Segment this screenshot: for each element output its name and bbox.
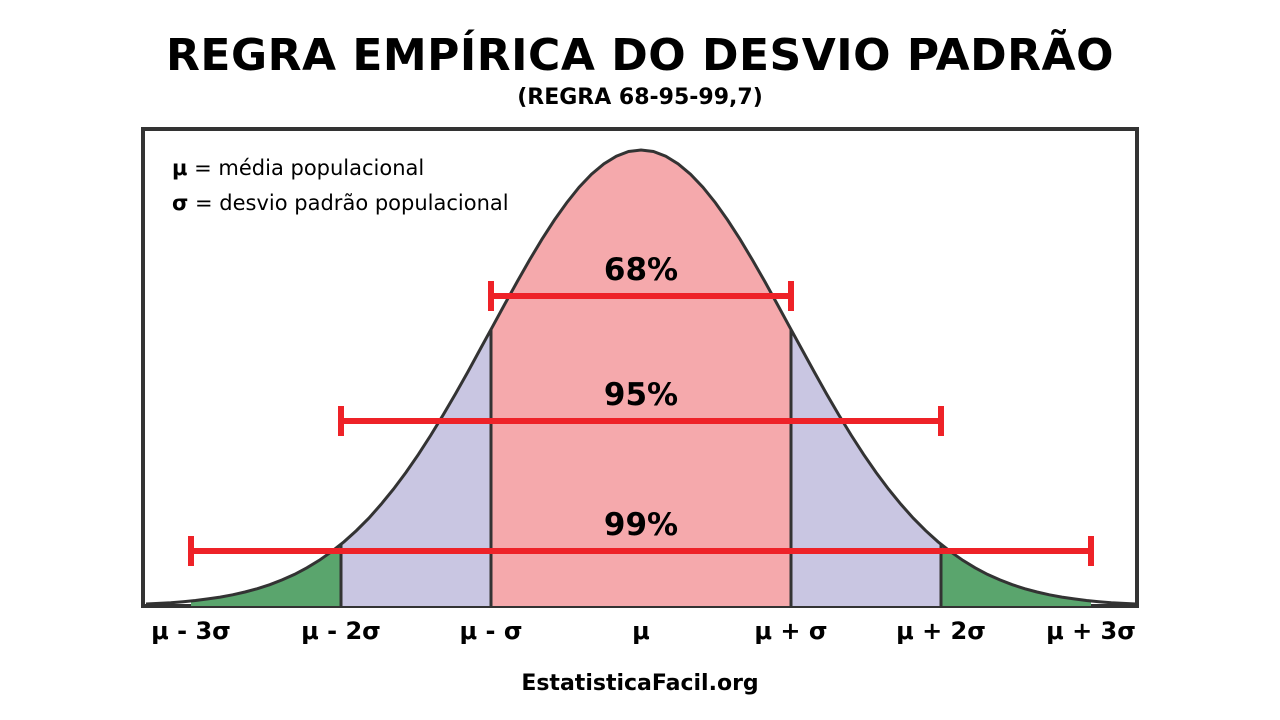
tail-region-right xyxy=(941,544,1091,606)
interval-label-2-sigma: 95% xyxy=(603,377,679,413)
interval-bar-1-sigma xyxy=(488,281,794,311)
title: REGRA EMPÍRICA DO DESVIO PADRÃO xyxy=(166,30,1114,81)
axis-tick-label: μ - 2σ xyxy=(301,617,381,645)
axis-tick-label: μ - σ xyxy=(459,617,523,645)
interval-label-3-sigma: 99% xyxy=(603,507,679,543)
axis-tick-label: μ + σ xyxy=(754,617,828,645)
legend-std-dev-text: = desvio padrão populacional xyxy=(188,191,509,215)
axis-tick-label: μ + 2σ xyxy=(896,617,986,645)
center-region xyxy=(491,150,791,606)
axis-tick-label: μ + 3σ xyxy=(1046,617,1136,645)
interval-bar-2-sigma xyxy=(338,406,944,436)
axis-tick-label: μ xyxy=(632,617,650,645)
axis-tick-label: μ - 3σ xyxy=(151,617,231,645)
legend-mean-text: = média populacional xyxy=(187,156,425,180)
legend-std-dev-symbol: σ xyxy=(172,191,189,215)
legend-mean-symbol: μ xyxy=(172,156,188,180)
interval-bar-3-sigma xyxy=(188,536,1094,566)
legend-mean: μ = média populacional xyxy=(172,156,424,180)
subtitle: (REGRA 68-95-99,7) xyxy=(517,85,763,110)
interval-label-1-sigma: 68% xyxy=(603,252,679,288)
footer-site: EstatisticaFacil.org xyxy=(521,671,759,696)
bell-curve xyxy=(145,148,1137,606)
tail-region-left xyxy=(191,544,341,606)
legend-std-dev: σ = desvio padrão populacional xyxy=(172,191,509,215)
